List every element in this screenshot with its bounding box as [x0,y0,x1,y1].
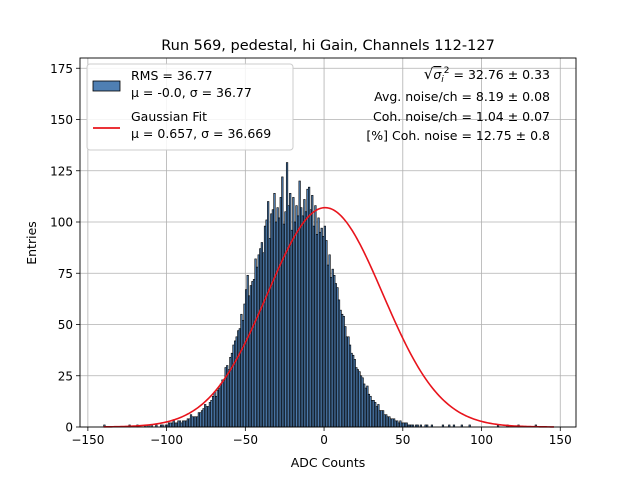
y-tick-label: 150 [50,113,73,127]
y-tick-label: 175 [50,62,73,76]
annotation-sigma-i: √σi2 = 32.76 ± 0.33 [424,65,550,85]
x-tick-label: −150 [71,433,104,447]
y-axis-label: Entries [24,221,39,265]
legend-frame [86,63,294,151]
x-tick-label: 100 [470,433,493,447]
chart-title: Run 569, pedestal, hi Gain, Channels 112… [161,38,495,54]
x-tick-label: −50 [233,433,258,447]
annotation-coh-noise-percent: [%] Coh. noise = 12.75 ± 0.8 [366,128,550,143]
x-axis-label: ADC Counts [291,455,366,470]
y-tick-label: 25 [58,369,73,383]
y-tick-label: 100 [50,216,73,230]
y-tick-label: 75 [58,267,73,281]
legend-fit-line-1: Gaussian Fit [131,109,207,124]
gaussian-fit-line [103,206,554,428]
legend-patch-histogram [92,80,121,92]
x-tick-label: 0 [320,433,328,447]
x-tick-label: −100 [150,433,183,447]
x-axis-ticks: −150 −100 −50 0 50 100 150 [71,427,572,447]
legend: RMS = 36.77 μ = -0.0, σ = 36.77 Gaussian… [86,63,294,151]
y-tick-label: 0 [65,421,73,435]
annotation-coh-noise: Coh. noise/ch = 1.04 ± 0.07 [373,109,550,124]
annotation-sqrt-sign: √ [424,65,434,83]
x-tick-label: 150 [549,433,572,447]
y-tick-label: 50 [58,318,73,332]
annotation-sigma-value: = 32.76 ± 0.33 [450,67,550,82]
x-tick-label: 50 [395,433,410,447]
axes-frame [79,57,577,428]
annotation-sigma-superscript: 2 [444,66,450,76]
y-axis-ticks: 0 25 50 75 100 125 150 175 [50,62,80,435]
legend-histogram-line-2: μ = -0.0, σ = 36.77 [131,85,252,100]
annotation-sigma-subscript: i [441,75,444,85]
annotation-sigma-symbol: σ [433,67,442,82]
noise-annotations: √σi2 = 32.76 ± 0.33 Avg. noise/ch = 8.19… [366,65,550,143]
legend-histogram-line-1: RMS = 36.77 [131,68,213,83]
legend-fit-line-2: μ = 0.657, σ = 36.669 [131,126,271,141]
annotation-avg-noise: Avg. noise/ch = 8.19 ± 0.08 [374,89,550,104]
y-tick-label: 125 [50,164,73,178]
